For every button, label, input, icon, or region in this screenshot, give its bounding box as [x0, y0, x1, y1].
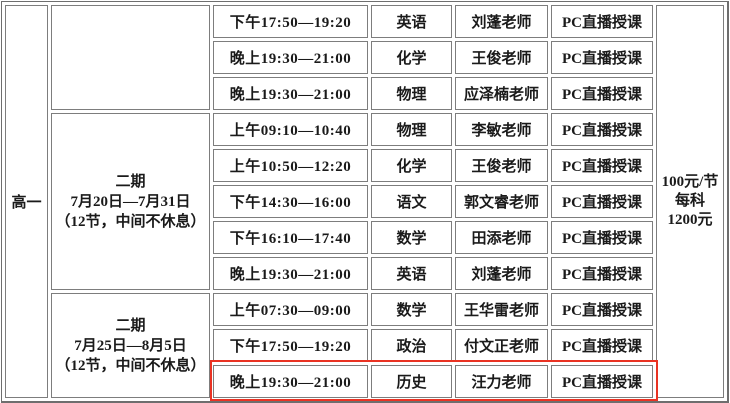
format-cell: PC直播授课	[551, 257, 653, 290]
format-cell: PC直播授课	[551, 329, 653, 362]
teacher-cell: 郭文睿老师	[455, 185, 548, 218]
teacher-cell: 田添老师	[455, 221, 548, 254]
price-line-3: 1200元	[667, 212, 713, 228]
subject-cell: 化学	[371, 149, 452, 182]
price-line-1: 100元/节	[661, 174, 719, 190]
subject-cell: 英语	[371, 5, 452, 38]
format-cell: PC直播授课	[551, 221, 653, 254]
subject-cell: 化学	[371, 41, 452, 74]
period-line-2: 7月25日—8月5日	[74, 337, 187, 354]
subject-cell: 数学	[371, 293, 452, 326]
price-cell: 100元/节 每科 1200元	[656, 5, 724, 398]
time-cell: 晚上19:30—21:00	[213, 365, 368, 398]
teacher-cell: 刘蓬老师	[455, 257, 548, 290]
teacher-cell: 应泽楠老师	[455, 77, 548, 110]
time-cell: 晚上19:30—21:00	[213, 257, 368, 290]
subject-cell: 历史	[371, 365, 452, 398]
subject-cell: 语文	[371, 185, 452, 218]
subject-cell: 物理	[371, 113, 452, 146]
teacher-cell: 汪力老师	[455, 365, 548, 398]
price-line-2: 每科	[674, 193, 705, 209]
time-cell: 上午09:10—10:40	[213, 113, 368, 146]
format-cell: PC直播授课	[551, 113, 653, 146]
format-cell: PC直播授课	[551, 365, 653, 398]
teacher-cell: 李敏老师	[455, 113, 548, 146]
table-row: 上午10:50—12:20 化学 王俊老师 PC直播授课	[5, 149, 724, 182]
period-cell-group1	[51, 5, 210, 110]
time-cell: 上午07:30—09:00	[213, 293, 368, 326]
table-row: 高一 下午17:50—19:20 英语 刘蓬老师 PC直播授课 100元/节 每…	[5, 5, 724, 398]
period-line-2: 7月20日—7月31日	[70, 193, 191, 210]
table-row: 下午16:10—17:40 数学 田添老师 PC直播授课	[5, 221, 724, 254]
teacher-cell: 王俊老师	[455, 149, 548, 182]
subject-cell: 物理	[371, 77, 452, 110]
format-cell: PC直播授课	[551, 149, 653, 182]
format-cell: PC直播授课	[551, 185, 653, 218]
table-row: 二期 7月25日—8月5日 （12节，中间不休息） 上午07:30—09:00 …	[5, 293, 724, 398]
period-line-3: （12节，中间不休息）	[55, 213, 206, 230]
subject-cell: 数学	[371, 221, 452, 254]
time-cell: 下午14:30—16:00	[213, 185, 368, 218]
subject-cell: 英语	[371, 257, 452, 290]
teacher-cell: 王俊老师	[455, 41, 548, 74]
teacher-cell: 刘蓬老师	[455, 5, 548, 38]
table-row: 二期 7月20日—7月31日 （12节，中间不休息） 上午09:10—10:40…	[5, 113, 724, 290]
period-line-1: 二期	[115, 317, 146, 334]
table-row: 晚上19:30—21:00 英语 刘蓬老师 PC直播授课	[5, 257, 724, 290]
teacher-cell: 王华雷老师	[455, 293, 548, 326]
format-cell: PC直播授课	[551, 41, 653, 74]
period-line-3: （12节，中间不休息）	[55, 357, 206, 374]
table-row: 晚上19:30—21:00 物理 应泽楠老师 PC直播授课	[5, 77, 724, 110]
time-cell: 下午17:50—19:20	[213, 329, 368, 362]
subject-cell: 政治	[371, 329, 452, 362]
period-line-1: 二期	[115, 173, 146, 190]
time-cell: 下午17:50—19:20	[213, 5, 368, 38]
table-row: 下午17:50—19:20 政治 付文正老师 PC直播授课	[5, 329, 724, 362]
table-row highlighted-row: 晚上19:30—21:00 历史 汪力老师 PC直播授课	[5, 365, 724, 398]
period-cell-group3: 二期 7月25日—8月5日 （12节，中间不休息）	[51, 293, 210, 398]
table-row: 晚上19:30—21:00 化学 王俊老师 PC直播授课	[5, 41, 724, 74]
format-cell: PC直播授课	[551, 77, 653, 110]
time-cell: 晚上19:30—21:00	[213, 77, 368, 110]
teacher-cell: 付文正老师	[455, 329, 548, 362]
time-cell: 晚上19:30—21:00	[213, 41, 368, 74]
time-cell: 上午10:50—12:20	[213, 149, 368, 182]
table-row: 下午14:30—16:00 语文 郭文睿老师 PC直播授课	[5, 185, 724, 218]
time-cell: 下午16:10—17:40	[213, 221, 368, 254]
grade-cell: 高一	[5, 5, 48, 398]
format-cell: PC直播授课	[551, 5, 653, 38]
period-cell-group2: 二期 7月20日—7月31日 （12节，中间不休息）	[51, 113, 210, 290]
format-cell: PC直播授课	[551, 293, 653, 326]
